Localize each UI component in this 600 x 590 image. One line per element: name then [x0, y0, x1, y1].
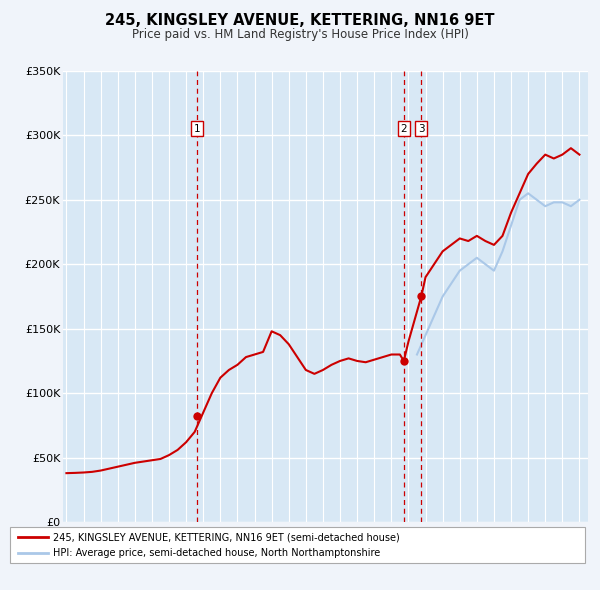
Text: HPI: Average price, semi-detached house, North Northamptonshire: HPI: Average price, semi-detached house,… [53, 548, 380, 558]
Bar [10, 527, 585, 563]
Text: 3: 3 [418, 124, 425, 134]
Text: 1: 1 [194, 124, 200, 134]
Text: 245, KINGSLEY AVENUE, KETTERING, NN16 9ET (semi-detached house): 245, KINGSLEY AVENUE, KETTERING, NN16 9E… [53, 532, 400, 542]
Text: 2: 2 [401, 124, 407, 134]
Text: Price paid vs. HM Land Registry's House Price Index (HPI): Price paid vs. HM Land Registry's House … [131, 28, 469, 41]
Text: 245, KINGSLEY AVENUE, KETTERING, NN16 9ET: 245, KINGSLEY AVENUE, KETTERING, NN16 9E… [105, 13, 495, 28]
